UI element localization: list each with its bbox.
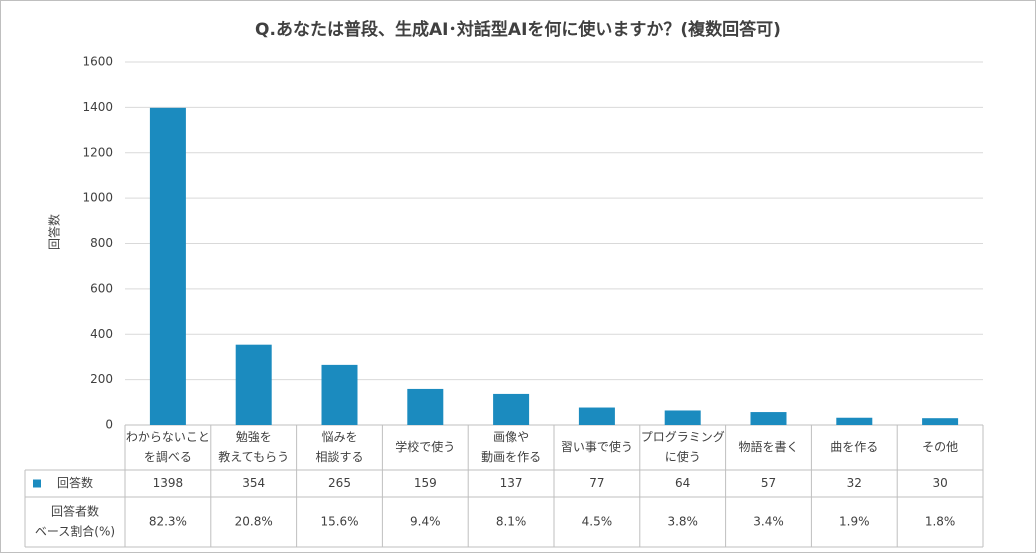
bar (235, 344, 272, 425)
x-tick-label: 画像や (493, 430, 529, 444)
x-tick-label: 物語を書く (738, 439, 798, 454)
bar (321, 364, 358, 425)
bar (493, 393, 530, 425)
legend-marker (33, 479, 41, 488)
bar (922, 418, 959, 425)
table-value: 20.8% (235, 515, 273, 529)
y-tick-label: 800 (90, 236, 113, 250)
table-value: 4.5% (582, 515, 613, 529)
x-tick-label: を調べる (144, 450, 192, 464)
bar (407, 388, 444, 425)
y-tick-label: 400 (90, 327, 113, 341)
table-value: 159 (414, 476, 437, 490)
x-tick-label: 勉強を (236, 430, 272, 444)
table-value: 64 (675, 476, 690, 490)
table-value: 1398 (153, 476, 184, 490)
table-value: 8.1% (496, 515, 527, 529)
y-tick-label: 200 (90, 372, 113, 386)
chart-title: Q.あなたは普段、生成AI･対話型AIを何に使いますか？(複数回答可) (255, 19, 781, 40)
table-value: 32 (847, 476, 862, 490)
table-row-label: 回答者数 (51, 504, 99, 519)
y-tick-label: 1000 (82, 191, 113, 205)
bar (750, 412, 787, 425)
table-value: 3.8% (667, 515, 698, 529)
x-tick-label: 相談する (315, 449, 363, 464)
x-tick-label: 教えてもらう (218, 449, 289, 464)
x-tick-label: に使う (665, 449, 701, 464)
table-value: 137 (500, 476, 523, 490)
table-value: 354 (242, 476, 265, 490)
x-tick-label: わからないこと (126, 430, 210, 444)
table-value: 3.4% (753, 515, 784, 529)
table-value: 57 (761, 476, 776, 490)
x-tick-label: その他 (922, 440, 958, 454)
y-tick-label: 1400 (82, 100, 113, 114)
table-value: 1.8% (925, 515, 956, 529)
y-tick-label: 1200 (82, 145, 113, 159)
x-tick-label: 悩みを (321, 430, 357, 444)
table-value: 82.3% (149, 515, 187, 529)
bar (149, 107, 186, 426)
y-tick-label: 600 (90, 281, 113, 295)
bar (578, 407, 615, 425)
y-tick-label: 0 (105, 418, 113, 432)
y-tick-label: 1600 (82, 55, 113, 69)
x-tick-label: 動画を作る (481, 450, 541, 464)
legend-label: 回答数 (57, 475, 93, 490)
x-tick-label: 習い事で使う (561, 439, 633, 454)
table-value: 9.4% (410, 515, 441, 529)
table-value: 15.6% (320, 515, 358, 529)
x-tick-label: プログラミング (641, 430, 725, 444)
table-value: 1.9% (839, 515, 870, 529)
table-row-label: ベース割合(%) (35, 524, 115, 539)
table-value: 77 (589, 476, 604, 490)
x-tick-label: 曲を作る (830, 440, 878, 454)
table-value: 30 (932, 476, 947, 490)
table-value: 265 (328, 476, 351, 490)
bar (836, 417, 873, 425)
x-tick-label: 学校で使う (395, 439, 455, 454)
bar (664, 410, 701, 425)
y-axis-label: 回答数 (47, 214, 62, 250)
